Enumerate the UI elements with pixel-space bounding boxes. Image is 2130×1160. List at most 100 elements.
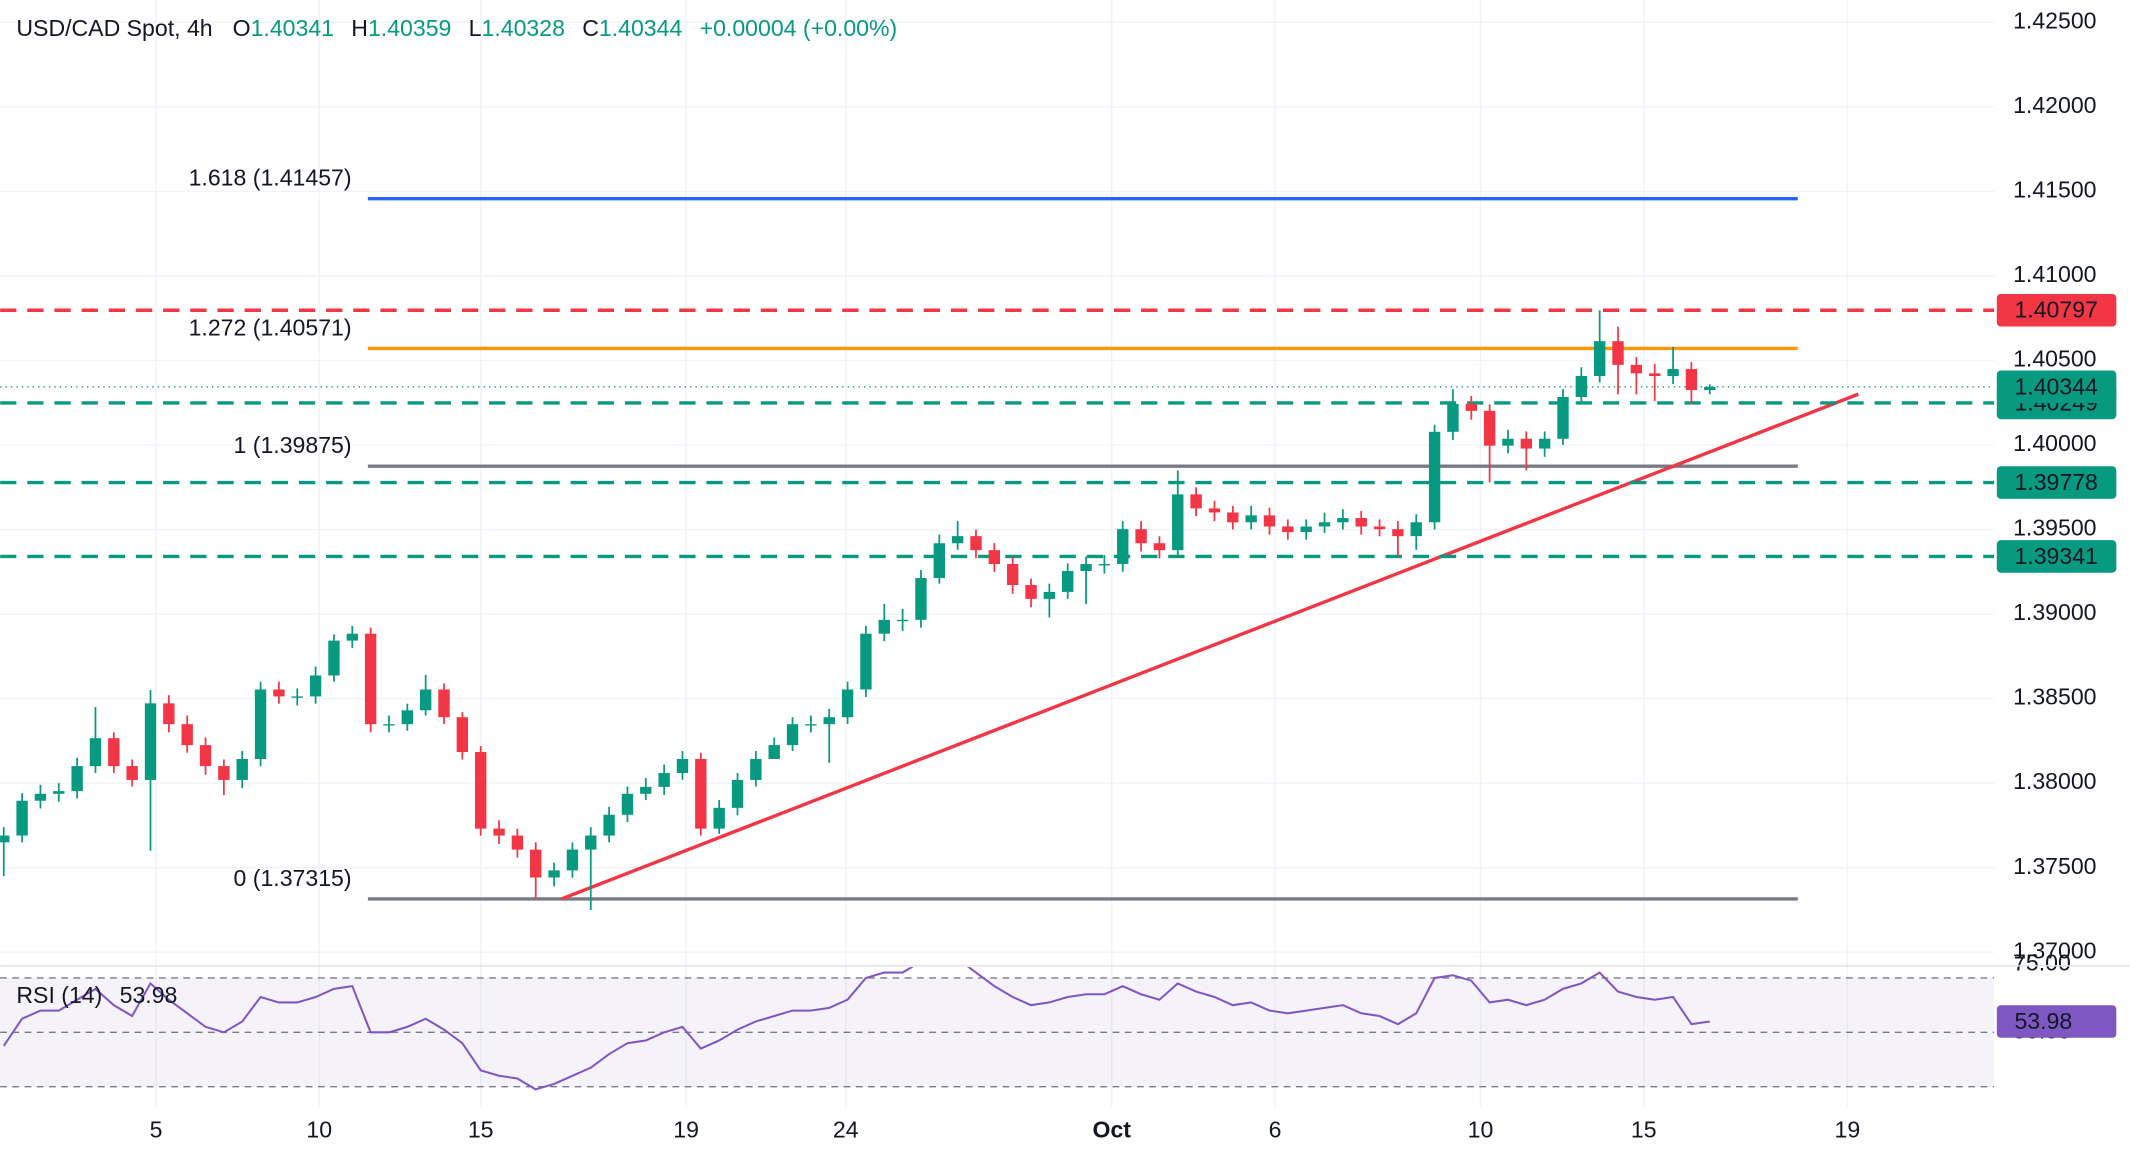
candle-body — [0, 835, 10, 843]
candle-body — [1062, 570, 1074, 592]
price-badge — [1996, 540, 2117, 573]
candle-body — [1704, 386, 1716, 391]
c-label: C — [582, 15, 599, 41]
candle-body — [970, 536, 982, 551]
x-tick-label: 19 — [673, 1117, 699, 1143]
rsi-tick-label: 75.00 — [2013, 949, 2071, 975]
candle-body — [640, 786, 652, 794]
candle-body — [273, 689, 285, 697]
candle-body — [53, 791, 65, 794]
candle-body — [530, 849, 542, 878]
candle-body — [126, 766, 138, 780]
price-badge — [1996, 293, 2117, 327]
candle-body — [1190, 494, 1202, 509]
candle-body — [658, 773, 670, 787]
candle-body — [1172, 494, 1184, 551]
candle-body — [860, 633, 872, 690]
candle-body — [1538, 438, 1551, 449]
y-tick-label: 1.40500 — [2013, 346, 2096, 372]
price-badge — [1996, 370, 2117, 404]
candle-body — [1428, 431, 1441, 523]
candle-body — [896, 619, 909, 622]
candle-body — [1594, 341, 1606, 377]
candle-body — [1557, 396, 1569, 439]
candle-body — [328, 640, 340, 676]
fib-label: 1.618 (1.41457) — [189, 165, 352, 191]
grid — [0, 0, 1995, 1108]
candle-body — [1630, 364, 1643, 374]
candle-body — [1483, 410, 1496, 446]
candle-body — [1080, 564, 1092, 571]
candle-body — [346, 633, 358, 641]
rsi-badge-label: 53.98 — [2014, 1008, 2072, 1034]
candle-body — [1098, 564, 1111, 566]
fib-label: 1.272 (1.40571) — [189, 315, 352, 341]
candle-body — [603, 814, 615, 836]
price-pane: 1.618 (1.41457) 1.272 (1.40571) 1 (1.39875… — [0, 165, 1995, 910]
candle-body — [254, 689, 267, 759]
candle-body — [1447, 403, 1459, 432]
o-value: 1.40341 — [251, 15, 334, 41]
candle-body — [621, 793, 634, 815]
candle-body — [1355, 518, 1367, 527]
candle-body — [805, 724, 817, 726]
candle-body — [731, 779, 744, 808]
candle-body — [823, 717, 835, 725]
candle-body — [566, 849, 579, 871]
price-badge — [1996, 466, 2117, 499]
candle-body — [1410, 522, 1422, 537]
candle-body — [1373, 526, 1386, 530]
y-tick-label: 1.41000 — [2013, 261, 2096, 287]
x-tick-label: 24 — [833, 1117, 859, 1143]
y-tick-label: 1.41500 — [2013, 176, 2096, 202]
h-value: 1.40359 — [368, 15, 451, 41]
trendline — [560, 392, 1859, 901]
candle-body — [1667, 369, 1679, 377]
candle-body — [291, 696, 303, 698]
candle-body — [199, 745, 212, 767]
candle-body — [34, 793, 47, 801]
candle-body — [1006, 564, 1019, 585]
x-tick-label: 6 — [1269, 1117, 1282, 1143]
candle-body — [878, 619, 890, 634]
candle-body — [1649, 373, 1661, 377]
candle-body — [1117, 529, 1129, 565]
x-tick-label: 5 — [150, 1117, 163, 1143]
c-value: 1.40344 — [599, 15, 683, 41]
candle-body — [1153, 543, 1166, 551]
candle-body — [16, 800, 28, 836]
candle-body — [475, 752, 487, 829]
y-tick-label: 1.37000 — [2013, 937, 2096, 963]
rsi-badge — [1996, 1005, 2117, 1038]
x-tick-label: 10 — [306, 1117, 332, 1143]
candle-body — [1318, 522, 1331, 527]
candle-body — [1612, 341, 1624, 365]
candle-body — [951, 536, 964, 544]
candle-body — [1300, 526, 1312, 533]
h-label: H — [351, 15, 368, 41]
candle-body — [1025, 584, 1037, 599]
price-badge-label: 1.39341 — [2014, 543, 2097, 569]
rsi-pane: RSI (14) 53.98 — [0, 967, 1995, 1091]
candle-body — [695, 758, 707, 829]
l-value: 1.40328 — [482, 15, 565, 41]
candle-body — [548, 870, 560, 878]
candle-body — [1465, 403, 1477, 411]
candle-body — [1135, 529, 1147, 544]
candle-body — [750, 758, 762, 780]
l-label: L — [469, 15, 482, 41]
candle-body — [988, 550, 1001, 565]
x-tick-label: 19 — [1834, 1117, 1860, 1143]
price-badge-label: 1.39778 — [2014, 469, 2097, 495]
candle-body — [786, 724, 799, 746]
y-tick-label: 1.39500 — [2013, 515, 2096, 541]
candle-body — [713, 807, 725, 829]
price-badge-label: 1.40344 — [2014, 373, 2098, 399]
candle-body — [1392, 529, 1404, 537]
candle-body — [71, 766, 83, 792]
candle-body — [676, 758, 689, 774]
fib-label: 0 (1.37315) — [234, 865, 352, 891]
candle-body — [144, 703, 157, 780]
candle-body — [768, 745, 780, 759]
